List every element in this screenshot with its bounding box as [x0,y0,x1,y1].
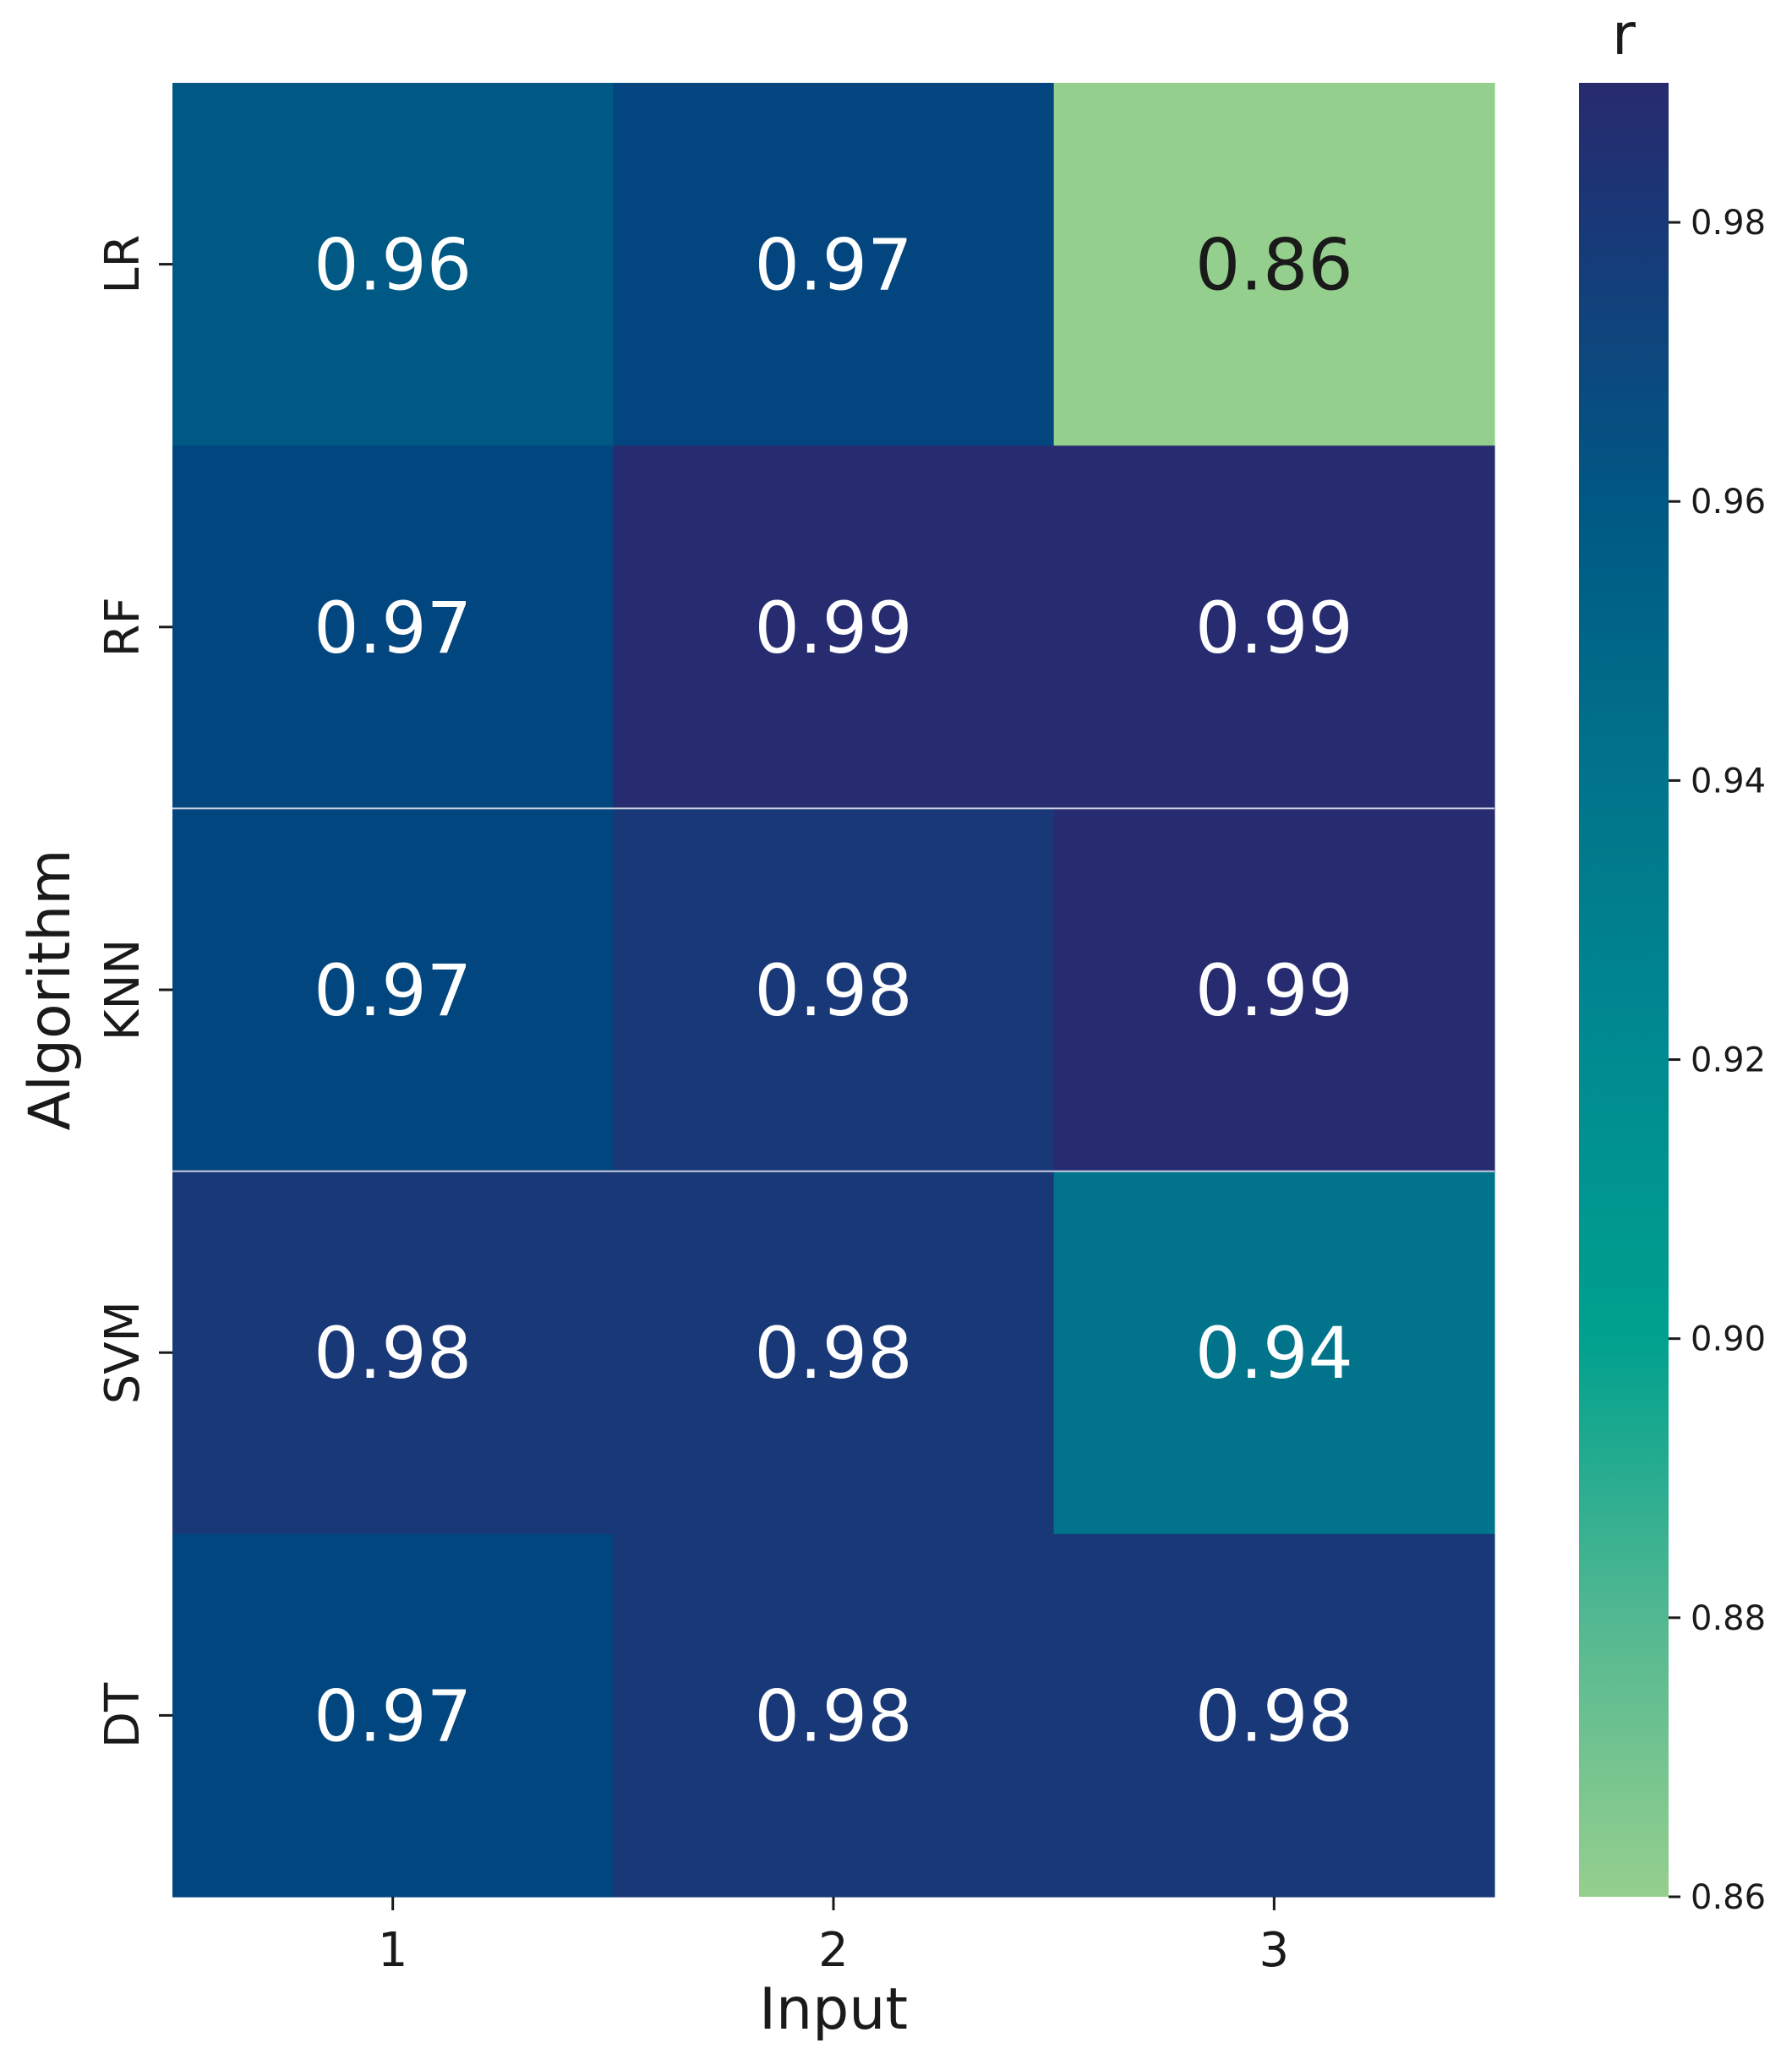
cell-value-label: 0.98 [754,1312,912,1395]
colorbar-tick-label: 0.90 [1691,1320,1766,1359]
heatmap-cell-lr-3 [1053,83,1495,446]
y-axis-label: Algorithm [17,849,84,1130]
heatmap-cells [172,83,1495,1898]
colorbar-ticks: 0.86 0.88 0.90 0.92 0.94 0.96 0.98 [1669,204,1766,1917]
cell-value-label: 0.99 [754,587,912,669]
heatmap-cell-rf-2 [613,445,1055,809]
cell-value-label: 0.99 [1195,949,1353,1032]
cell-value-label: 0.98 [1195,1674,1353,1757]
cell-value-label: 0.99 [1195,587,1353,669]
heatmap-cell-dt-1 [172,1533,614,1898]
y-axis-ticks: LR RF KNN SVM DT [96,235,172,1748]
colorbar-label: r [1612,2,1636,68]
x-tick-label: 1 [378,1923,408,1978]
heatmap-cell-rf-3 [1053,445,1495,809]
heatmap-cell-dt-3 [1053,1533,1495,1898]
cell-value-label: 0.98 [314,1312,472,1395]
cell-value-label: 0.98 [754,1674,912,1757]
colorbar-tick-label: 0.86 [1691,1878,1766,1917]
colorbar [1579,83,1669,1897]
heatmap-cell-labels: 0.96 0.97 0.86 0.97 0.99 0.99 0.97 0.98 0.99 0.98… [314,224,1353,1758]
y-tick-label: RF [96,597,150,657]
heatmap-cell-lr-2 [613,83,1055,446]
x-axis-ticks: 1 2 3 [378,1897,1289,1978]
cell-value-label: 0.97 [314,1674,472,1757]
cell-value-label: 0.96 [314,224,472,307]
colorbar-tick-label: 0.88 [1691,1599,1766,1638]
cell-value-label: 0.97 [754,224,912,307]
heatmap-cell-svm-2 [613,1171,1055,1535]
y-tick-label: SVM [96,1301,150,1404]
cell-value-label: 0.98 [754,949,912,1032]
heatmap-cell-svm-3 [1053,1171,1495,1535]
heatmap-cell-lr-1 [172,83,614,446]
heatmap-cell-dt-2 [613,1533,1055,1898]
x-tick-label: 3 [1259,1923,1290,1978]
colorbar-tick-label: 0.94 [1691,762,1766,800]
colorbar-tick-label: 0.98 [1691,204,1766,243]
colorbar-tick-label: 0.92 [1691,1041,1766,1080]
heatmap-cell-knn-1 [172,808,614,1172]
colorbar-tick-label: 0.96 [1691,483,1766,522]
x-axis-label: Input [759,1976,908,2043]
y-tick-label: KNN [96,939,150,1041]
cell-value-label: 0.94 [1195,1312,1353,1395]
heatmap-cell-knn-3 [1053,808,1495,1172]
heatmap-cell-knn-2 [613,808,1055,1172]
y-tick-label: LR [96,235,150,294]
cell-value-label: 0.86 [1195,224,1353,307]
cell-value-label: 0.97 [314,587,472,669]
heatmap-cell-rf-1 [172,445,614,809]
x-tick-label: 2 [818,1923,849,1978]
cell-value-label: 0.97 [314,949,472,1032]
y-tick-label: DT [96,1682,150,1748]
heatmap-cell-svm-1 [172,1171,614,1535]
